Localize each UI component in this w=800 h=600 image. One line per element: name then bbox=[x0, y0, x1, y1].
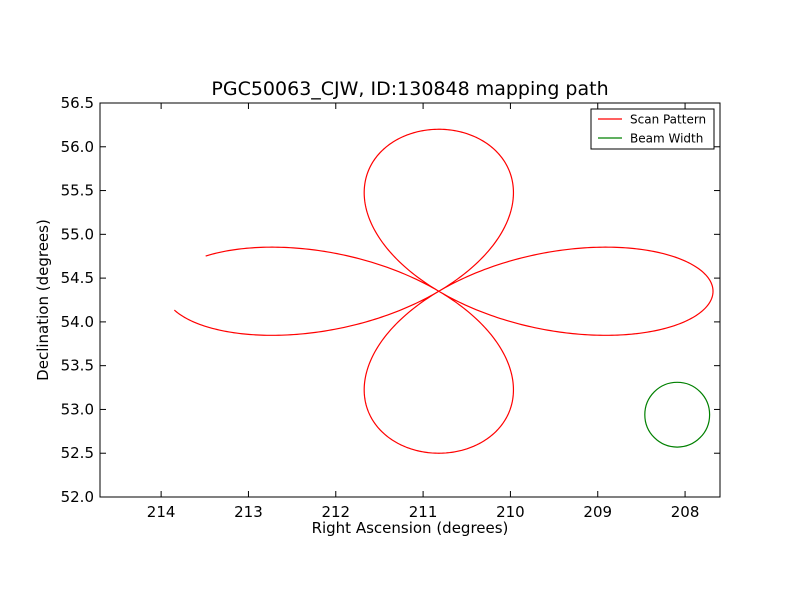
legend-box bbox=[590, 108, 715, 150]
chart-title: PGC50063_CJW, ID:130848 mapping path bbox=[211, 78, 608, 100]
y-tick-label: 56.0 bbox=[61, 138, 94, 156]
y-tick-label: 54.0 bbox=[61, 313, 94, 331]
y-tick-label: 55.5 bbox=[61, 182, 94, 200]
plot-area bbox=[100, 103, 720, 497]
y-axis-ticks: 52.0 52.5 53.0 53.5 54.0 54.5 55.0 55.5 56.0 56.5 bbox=[61, 94, 720, 506]
x-tick-label: 211 bbox=[409, 503, 438, 521]
x-axis-label: Right Ascension (degrees) bbox=[312, 519, 509, 537]
plot-background bbox=[100, 103, 720, 497]
y-tick-label: 52.5 bbox=[61, 444, 94, 462]
legend: Scan Pattern Beam Width bbox=[590, 108, 715, 150]
plot-frame bbox=[99, 102, 721, 498]
scan-pattern-line bbox=[173, 128, 714, 454]
legend-label-scan-pattern: Scan Pattern bbox=[630, 113, 706, 127]
y-tick-label: 55.0 bbox=[61, 225, 94, 243]
x-tick-label: 209 bbox=[583, 503, 612, 521]
x-axis-ticks: 214 213 212 211 210 209 208 bbox=[147, 103, 700, 521]
x-tick-label: 214 bbox=[147, 503, 176, 521]
x-tick-label: 208 bbox=[671, 503, 700, 521]
x-tick-label: 210 bbox=[496, 503, 525, 521]
legend-label-beam-width: Beam Width bbox=[630, 132, 703, 146]
data-marks bbox=[173, 128, 714, 454]
y-tick-label: 53.0 bbox=[61, 400, 94, 418]
x-tick-label: 213 bbox=[234, 503, 263, 521]
y-axis-label: Declination (degrees) bbox=[34, 219, 52, 381]
y-tick-label: 56.5 bbox=[61, 94, 94, 112]
y-tick-label: 52.0 bbox=[61, 488, 94, 506]
y-tick-label: 54.5 bbox=[61, 269, 94, 287]
y-tick-label: 53.5 bbox=[61, 357, 94, 375]
beam-width-circle bbox=[644, 381, 711, 448]
x-tick-label: 212 bbox=[321, 503, 350, 521]
